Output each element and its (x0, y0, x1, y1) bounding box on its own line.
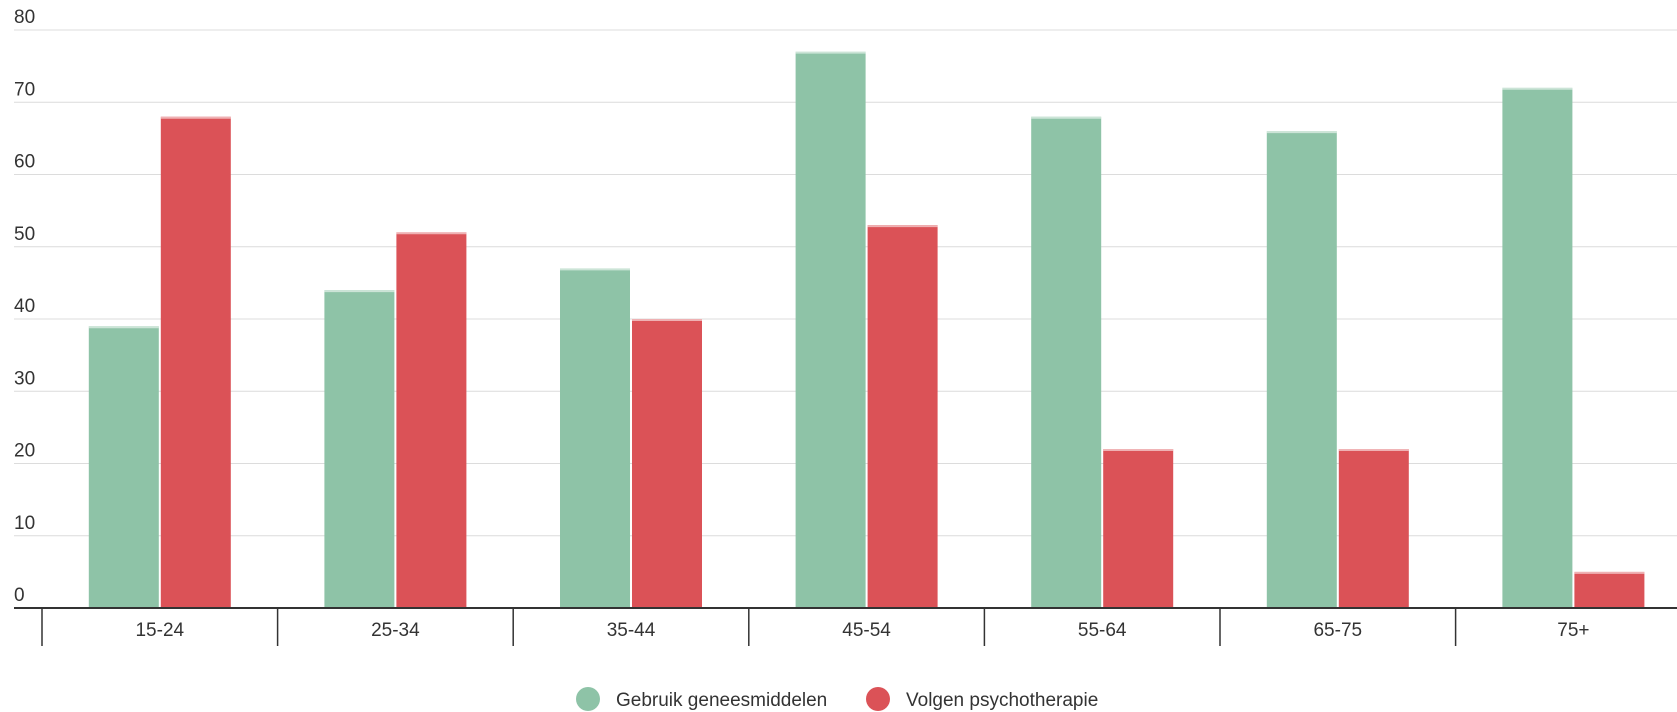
x-category-label: 65-75 (1313, 620, 1362, 641)
y-tick-label: 80 (14, 7, 35, 28)
bar-gebruik-geneesmiddelen-15-24 (88, 326, 159, 608)
x-category-label: 15-24 (135, 620, 184, 641)
legend-swatch (576, 687, 600, 711)
category-dividers (41, 608, 1457, 646)
y-tick-label: 20 (14, 441, 35, 462)
bar-volgen-psychotherapie-55-64 (1103, 449, 1174, 608)
y-axis-tick-labels: 0 10 20 30 40 50 60 70 80 (14, 7, 35, 606)
y-tick-label: 60 (14, 152, 35, 173)
legend-swatch (866, 687, 890, 711)
bar-volgen-psychotherapie-65-75 (1338, 449, 1409, 608)
x-category-label: 25-34 (371, 620, 420, 641)
legend-item: Volgen psychotherapie (866, 687, 1098, 711)
bars (88, 51, 1645, 609)
y-tick-label: 10 (14, 513, 35, 534)
y-tick-label: 0 (14, 585, 25, 606)
bar-gebruik-geneesmiddelen-75+ (1502, 87, 1573, 609)
x-category-label: 45-54 (842, 620, 891, 641)
bar-gebruik-geneesmiddelen-45-54 (795, 51, 866, 609)
y-tick-label: 30 (14, 368, 35, 389)
bar-volgen-psychotherapie-15-24 (160, 116, 231, 608)
legend-label: Volgen psychotherapie (906, 690, 1098, 711)
bar-volgen-psychotherapie-45-54 (867, 225, 938, 608)
legend-item: Gebruik geneesmiddelen (576, 687, 827, 711)
legend: Gebruik geneesmiddelen Volgen psychothera… (576, 687, 1098, 711)
y-tick-label: 70 (14, 79, 35, 100)
bar-volgen-psychotherapie-25-34 (396, 232, 467, 609)
x-category-label: 35-44 (607, 620, 656, 641)
x-axis-category-labels: 15-24 25-34 35-44 45-54 55-64 65-75 75+ (135, 620, 1589, 641)
bar-volgen-psychotherapie-35-44 (632, 319, 702, 608)
x-category-label: 75+ (1557, 620, 1589, 641)
x-category-label: 55-64 (1078, 620, 1127, 641)
y-tick-label: 40 (14, 296, 35, 317)
bar-gebruik-geneesmiddelen-65-75 (1266, 131, 1337, 608)
bar-gebruik-geneesmiddelen-35-44 (560, 268, 630, 608)
bar-volgen-psychotherapie-75+ (1574, 571, 1645, 608)
bar-gebruik-geneesmiddelen-25-34 (324, 290, 395, 608)
bar-gebruik-geneesmiddelen-55-64 (1031, 116, 1102, 608)
y-tick-label: 50 (14, 224, 35, 245)
legend-label: Gebruik geneesmiddelen (616, 690, 827, 711)
